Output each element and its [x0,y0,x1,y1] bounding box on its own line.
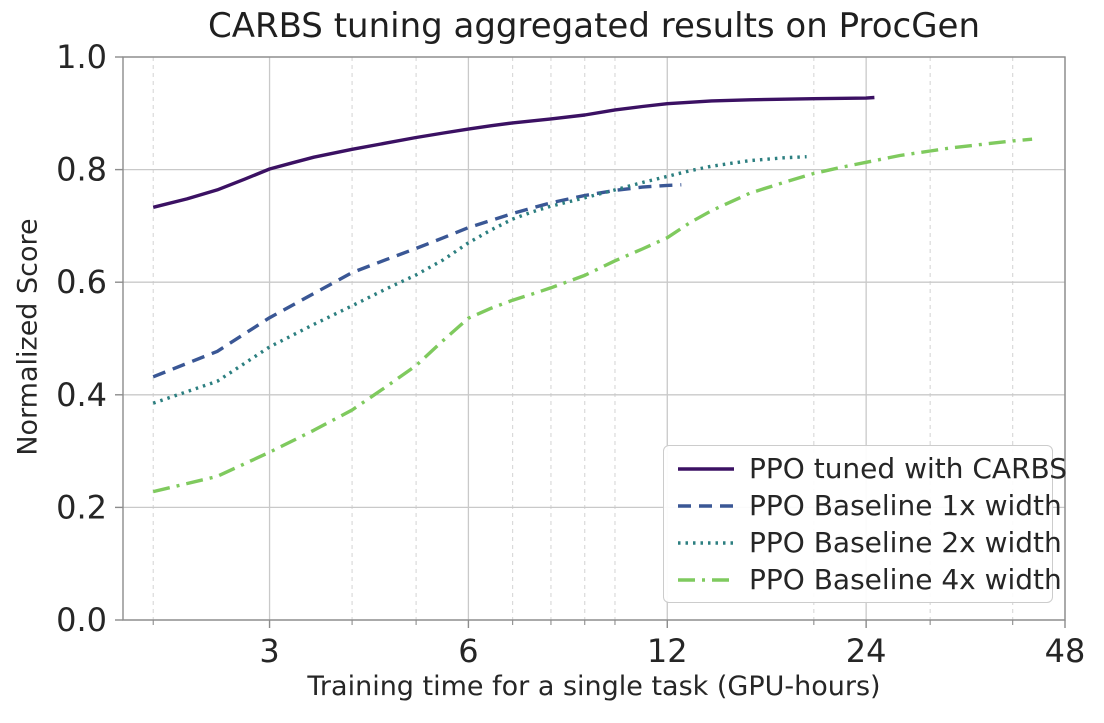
x-tick-label: 6 [458,632,478,670]
legend-label: PPO Baseline 4x width [749,563,1062,596]
x-tick-label: 48 [1045,632,1086,670]
series-line-3 [152,137,1033,494]
legend-item: PPO Baseline 4x width [664,561,1062,598]
series-line-2 [152,155,807,405]
y-tick-label: 0.6 [56,263,107,301]
y-tick-label: 0.0 [56,601,107,639]
series-line-1 [152,183,682,379]
legend-label: PPO Baseline 2x width [749,526,1062,559]
x-tick-label: 24 [846,632,887,670]
legend: PPO tuned with CARBS PPO Baseline 1x widt… [663,445,1067,603]
legend-label: PPO Baseline 1x width [749,489,1062,522]
y-tick-label: 0.8 [56,151,107,189]
axes-spines [122,56,1066,621]
y-axis-label: Normalized Score [12,218,44,456]
legend-dotted-line-icon [678,540,734,545]
legend-dashdot-line-icon [678,577,734,582]
legend-solid-line-icon [678,466,734,471]
y-tick-label: 0.4 [56,376,107,414]
y-tick-label: 0.2 [56,488,107,526]
x-tick-label: 12 [647,632,688,670]
legend-item: PPO tuned with CARBS [664,450,1067,487]
legend-dashed-line-icon [678,503,734,508]
chart-title: CARBS tuning aggregated results on ProcG… [207,6,981,46]
legend-label: PPO tuned with CARBS [749,452,1068,485]
series-line-0 [152,95,875,209]
x-axis-label: Training time for a single task (GPU-hou… [307,671,881,702]
legend-item: PPO Baseline 2x width [664,524,1062,561]
legend-item: PPO Baseline 1x width [664,487,1062,524]
y-tick-label: 1.0 [56,38,107,76]
x-tick-label: 3 [259,632,279,670]
